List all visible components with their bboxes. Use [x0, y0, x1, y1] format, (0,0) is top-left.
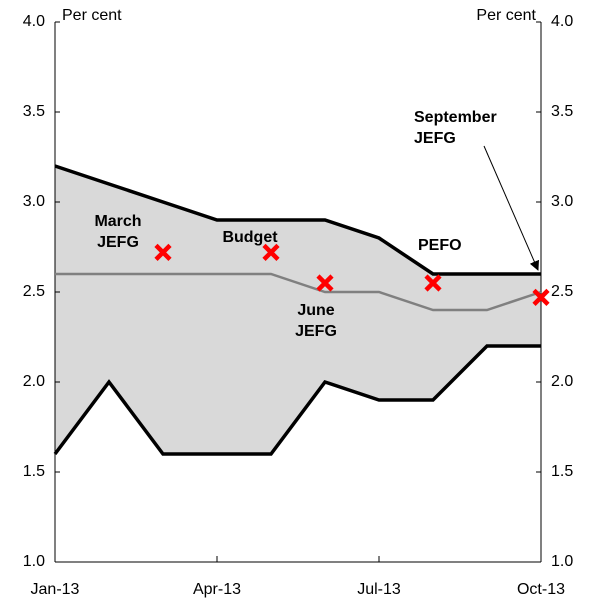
y-tick-label: 2.0 [23, 373, 45, 390]
forecast-marker [532, 288, 550, 306]
x-tick-label: Oct-13 [517, 581, 565, 598]
y-tick-label: 1.5 [23, 463, 45, 480]
annotation: JEFG [414, 130, 456, 147]
arrow [483, 145, 539, 271]
y2-tick-label: 2.0 [551, 373, 573, 390]
y2-tick-label: 4.0 [551, 13, 573, 30]
y2-tick-label: 1.0 [551, 553, 573, 570]
x-tick-label: Jan-13 [31, 581, 80, 598]
annotation: Budget [222, 229, 278, 246]
y2-axis-label: Per cent [476, 7, 536, 24]
x-tick-label: Apr-13 [193, 581, 241, 598]
line [53, 344, 541, 456]
forecast-marker [424, 274, 442, 292]
annotation: September [414, 109, 497, 126]
line [54, 164, 541, 276]
y-tick-label: 3.5 [23, 103, 45, 120]
y-tick-label: 3.0 [23, 193, 45, 210]
y-tick-label: 4.0 [23, 13, 45, 30]
line [55, 272, 542, 312]
x-tick-label: Jul-13 [357, 581, 401, 598]
annotation: JEFG [295, 323, 337, 340]
y-axis-label: Per cent [62, 7, 122, 24]
forecast-marker [154, 243, 172, 261]
y-tick-label: 2.5 [23, 283, 45, 300]
range-band [55, 166, 541, 454]
y2-tick-label: 1.5 [551, 463, 573, 480]
forecast-marker [316, 274, 334, 292]
y-tick-label: 1.0 [23, 553, 45, 570]
annotation: JEFG [97, 234, 139, 251]
forecast-marker [262, 243, 280, 261]
y2-tick-label: 3.5 [551, 103, 573, 120]
y2-tick-label: 3.0 [551, 193, 573, 210]
annotation: PEFO [418, 237, 462, 254]
annotation: June [297, 302, 334, 319]
y2-tick-label: 2.5 [551, 283, 573, 300]
annotation: March [94, 213, 141, 230]
